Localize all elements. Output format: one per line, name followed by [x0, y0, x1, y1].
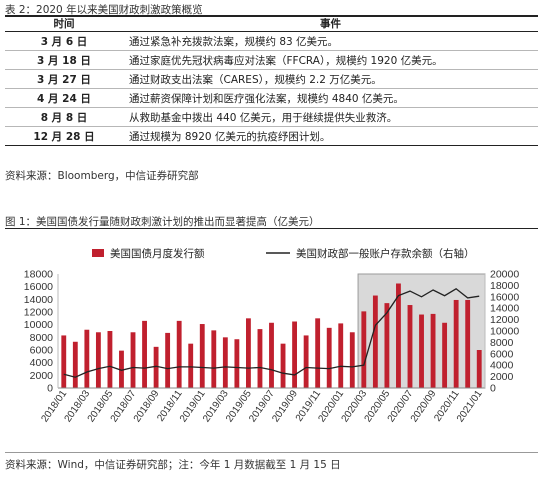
row-event: 从救助基金中拨出 440 亿美元，用于继续提供失业救济。 — [123, 107, 538, 127]
bar — [142, 320, 147, 388]
bar — [396, 283, 401, 388]
y-right-tick-label: 14000 — [490, 303, 519, 315]
bar — [326, 327, 332, 388]
bar — [372, 295, 378, 388]
bar — [292, 321, 298, 388]
y-left-tick-label: 6000 — [30, 345, 54, 357]
bar — [176, 320, 182, 388]
row-date: 3 月 6 日 — [5, 31, 123, 51]
y-left-tick-label: 12000 — [24, 307, 53, 319]
bar — [442, 322, 448, 388]
bar — [361, 311, 367, 388]
bar — [107, 331, 113, 388]
bar — [476, 350, 482, 388]
bar — [315, 318, 321, 388]
y-left-tick-label: 14000 — [24, 294, 53, 306]
bar — [234, 339, 240, 388]
figure-source: 资料来源：Wind，中信证券研究部；注：今年 1 月数据截至 1 月 15 日 — [5, 459, 341, 471]
bar — [384, 303, 390, 388]
row-date: 3 月 18 日 — [5, 50, 123, 70]
bar — [349, 332, 355, 388]
table-row: 3 月 27 日 通过财政支出法案（CARES），规模约 2.2 万亿美元。 — [5, 69, 538, 89]
legend-bar-label: 美国国债月度发行额 — [110, 247, 205, 260]
y-left-tick-label: 18000 — [24, 269, 53, 281]
figure-bottom-rule — [5, 452, 538, 453]
treasury-issuance-chart: 0200040006000800010000120001400016000180… — [24, 247, 520, 424]
bar — [119, 350, 124, 388]
y-left-tick-label: 4000 — [30, 357, 54, 369]
bar — [72, 341, 78, 388]
bar — [95, 332, 101, 388]
y-right-tick-label: 20000 — [490, 269, 519, 281]
y-right-tick-label: 4000 — [490, 360, 514, 372]
bar — [188, 343, 194, 388]
row-event: 通过家庭优先冠状病毒应对法案（FFCRA），规模约 1920 亿美元。 — [123, 50, 538, 70]
header-date: 时间 — [5, 16, 123, 32]
table-row: 8 月 8 日 从救助基金中拨出 440 亿美元，用于继续提供失业救济。 — [5, 107, 538, 127]
bar — [211, 330, 217, 388]
y-left-tick-label: 8000 — [30, 332, 54, 344]
bar — [465, 299, 471, 388]
figure-caption: 图 1：美国国债发行量随财政刺激计划的推出而显著提高（亿美元） — [5, 216, 320, 228]
y-left-tick-label: 16000 — [24, 281, 53, 293]
bar — [407, 305, 413, 388]
bar — [245, 318, 251, 388]
y-left-tick-label: 0 — [47, 383, 53, 395]
bar — [419, 314, 424, 388]
row-date: 12 月 28 日 — [5, 126, 123, 146]
bar — [430, 313, 436, 388]
bar — [269, 322, 274, 388]
bar — [199, 324, 205, 388]
row-event: 通过紧急补充拨款法案，规模约 83 亿美元。 — [123, 31, 538, 51]
bar — [338, 323, 344, 388]
table-caption: 表 2：2020 年以来美国财政刺激政策概览 — [5, 4, 203, 16]
row-date: 4 月 24 日 — [5, 88, 123, 108]
bar — [303, 335, 309, 388]
y-right-tick-label: 10000 — [490, 326, 519, 338]
bar — [84, 329, 90, 388]
table-row: 4 月 24 日 通过薪资保障计划和医疗强化法案，规模约 4840 亿美元。 — [5, 88, 538, 108]
table-header-row: 时间 事件 — [5, 16, 538, 32]
bar — [165, 332, 171, 388]
y-left-tick-label: 10000 — [24, 319, 53, 331]
bar — [222, 337, 228, 388]
row-event: 通过财政支出法案（CARES），规模约 2.2 万亿美元。 — [123, 69, 538, 89]
bar — [280, 343, 286, 388]
policy-table: 时间 事件 3 月 6 日 通过紧急补充拨款法案，规模约 83 亿美元。 3 月… — [5, 16, 538, 146]
bar — [453, 299, 459, 388]
bar — [130, 332, 136, 388]
bar — [257, 329, 263, 388]
y-right-tick-label: 16000 — [490, 291, 519, 303]
y-right-tick-label: 0 — [490, 383, 496, 395]
y-right-tick-label: 8000 — [490, 337, 514, 349]
y-right-tick-label: 12000 — [490, 314, 519, 326]
y-left-tick-label: 2000 — [30, 370, 54, 382]
row-event: 通过薪资保障计划和医疗强化法案，规模约 4840 亿美元。 — [123, 88, 538, 108]
y-right-tick-label: 6000 — [490, 348, 514, 360]
table-row: 3 月 6 日 通过紧急补充拨款法案，规模约 83 亿美元。 — [5, 31, 538, 51]
table-row: 3 月 18 日 通过家庭优先冠状病毒应对法案（FFCRA），规模约 1920 … — [5, 50, 538, 70]
legend-bar-swatch — [92, 249, 104, 257]
row-event: 通过规模为 8920 亿美元的抗疫纾困计划。 — [123, 126, 538, 146]
table-source: 资料来源：Bloomberg，中信证券研究部 — [5, 170, 199, 182]
table-row: 12 月 28 日 通过规模为 8920 亿美元的抗疫纾困计划。 — [5, 126, 538, 146]
legend-line-label: 美国财政部一般账户存款余额（右轴） — [296, 247, 475, 260]
figure-top-rule — [5, 228, 538, 229]
row-date: 3 月 27 日 — [5, 69, 123, 89]
deposit-line — [63, 288, 480, 378]
bar — [153, 346, 159, 388]
y-right-tick-label: 2000 — [490, 371, 514, 383]
header-event: 事件 — [123, 16, 538, 32]
y-right-tick-label: 18000 — [490, 280, 519, 292]
bar — [61, 335, 67, 388]
row-date: 8 月 8 日 — [5, 107, 123, 127]
